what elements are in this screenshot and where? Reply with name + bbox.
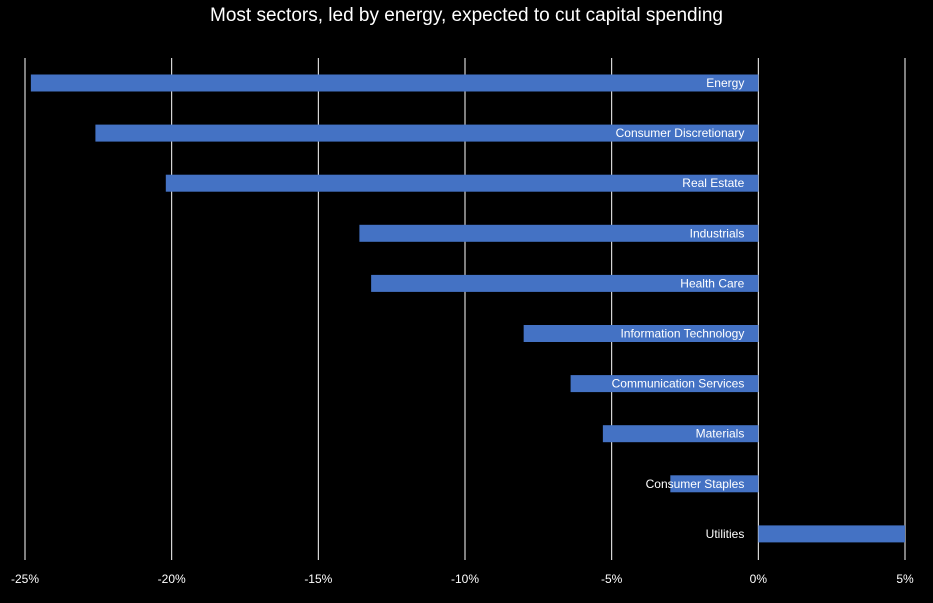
chart-title: Most sectors, led by energy, expected to…: [210, 5, 723, 26]
category-label: Communication Services: [612, 377, 745, 391]
gridlines: [24, 58, 906, 560]
category-label: Energy: [706, 76, 744, 90]
bar: [570, 375, 759, 393]
x-tick-label: -20%: [158, 572, 186, 586]
category-label: Real Estate: [682, 176, 744, 190]
bar: [670, 475, 759, 493]
bar: [30, 74, 759, 92]
bar: [758, 525, 905, 543]
bar: [165, 174, 759, 192]
x-tick-label: -15%: [304, 572, 332, 586]
x-tick-label: 0%: [750, 572, 768, 586]
bar: [602, 425, 759, 443]
category-label: Consumer Staples: [646, 477, 745, 491]
x-tick-label: -25%: [11, 572, 39, 586]
category-labels: Energy Consumer Discretionary Real Estate I…: [612, 76, 745, 541]
category-label: Materials: [696, 427, 745, 441]
bar: [359, 224, 759, 242]
bar: [371, 274, 759, 292]
category-label: Utilities: [706, 527, 745, 541]
category-label: Information Technology: [620, 327, 744, 341]
x-tick-label: -5%: [601, 572, 623, 586]
x-tick-label: 5%: [896, 572, 914, 586]
category-label: Health Care: [680, 276, 744, 290]
category-label: Consumer Discretionary: [616, 126, 745, 140]
bar: [95, 124, 759, 142]
category-label: Industrials: [690, 226, 745, 240]
x-axis-ticks: -25% -20% -15% -10% -5% 0% 5%: [11, 572, 914, 586]
bar: [523, 325, 759, 342]
bars: [30, 74, 905, 543]
x-tick-label: -10%: [451, 572, 479, 586]
